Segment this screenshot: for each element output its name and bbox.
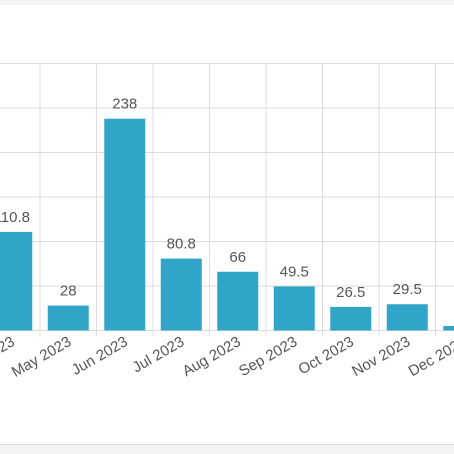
bar xyxy=(273,286,315,331)
bar xyxy=(0,231,33,331)
bar xyxy=(443,326,454,331)
bar xyxy=(217,271,259,331)
bar xyxy=(386,304,428,331)
value-label: 110.8 xyxy=(0,209,30,226)
value-label: 80.8 xyxy=(167,236,196,253)
bar xyxy=(160,258,202,331)
value-label: 29.5 xyxy=(393,281,422,298)
value-label: 49.5 xyxy=(280,263,309,280)
value-label: 28 xyxy=(60,283,77,300)
bar xyxy=(47,305,89,331)
value-label: 238 xyxy=(112,96,137,113)
card xyxy=(0,5,454,444)
value-label: 66 xyxy=(229,249,246,266)
value-label: 26.5 xyxy=(336,284,365,301)
bar xyxy=(104,118,146,331)
bar xyxy=(330,306,372,331)
